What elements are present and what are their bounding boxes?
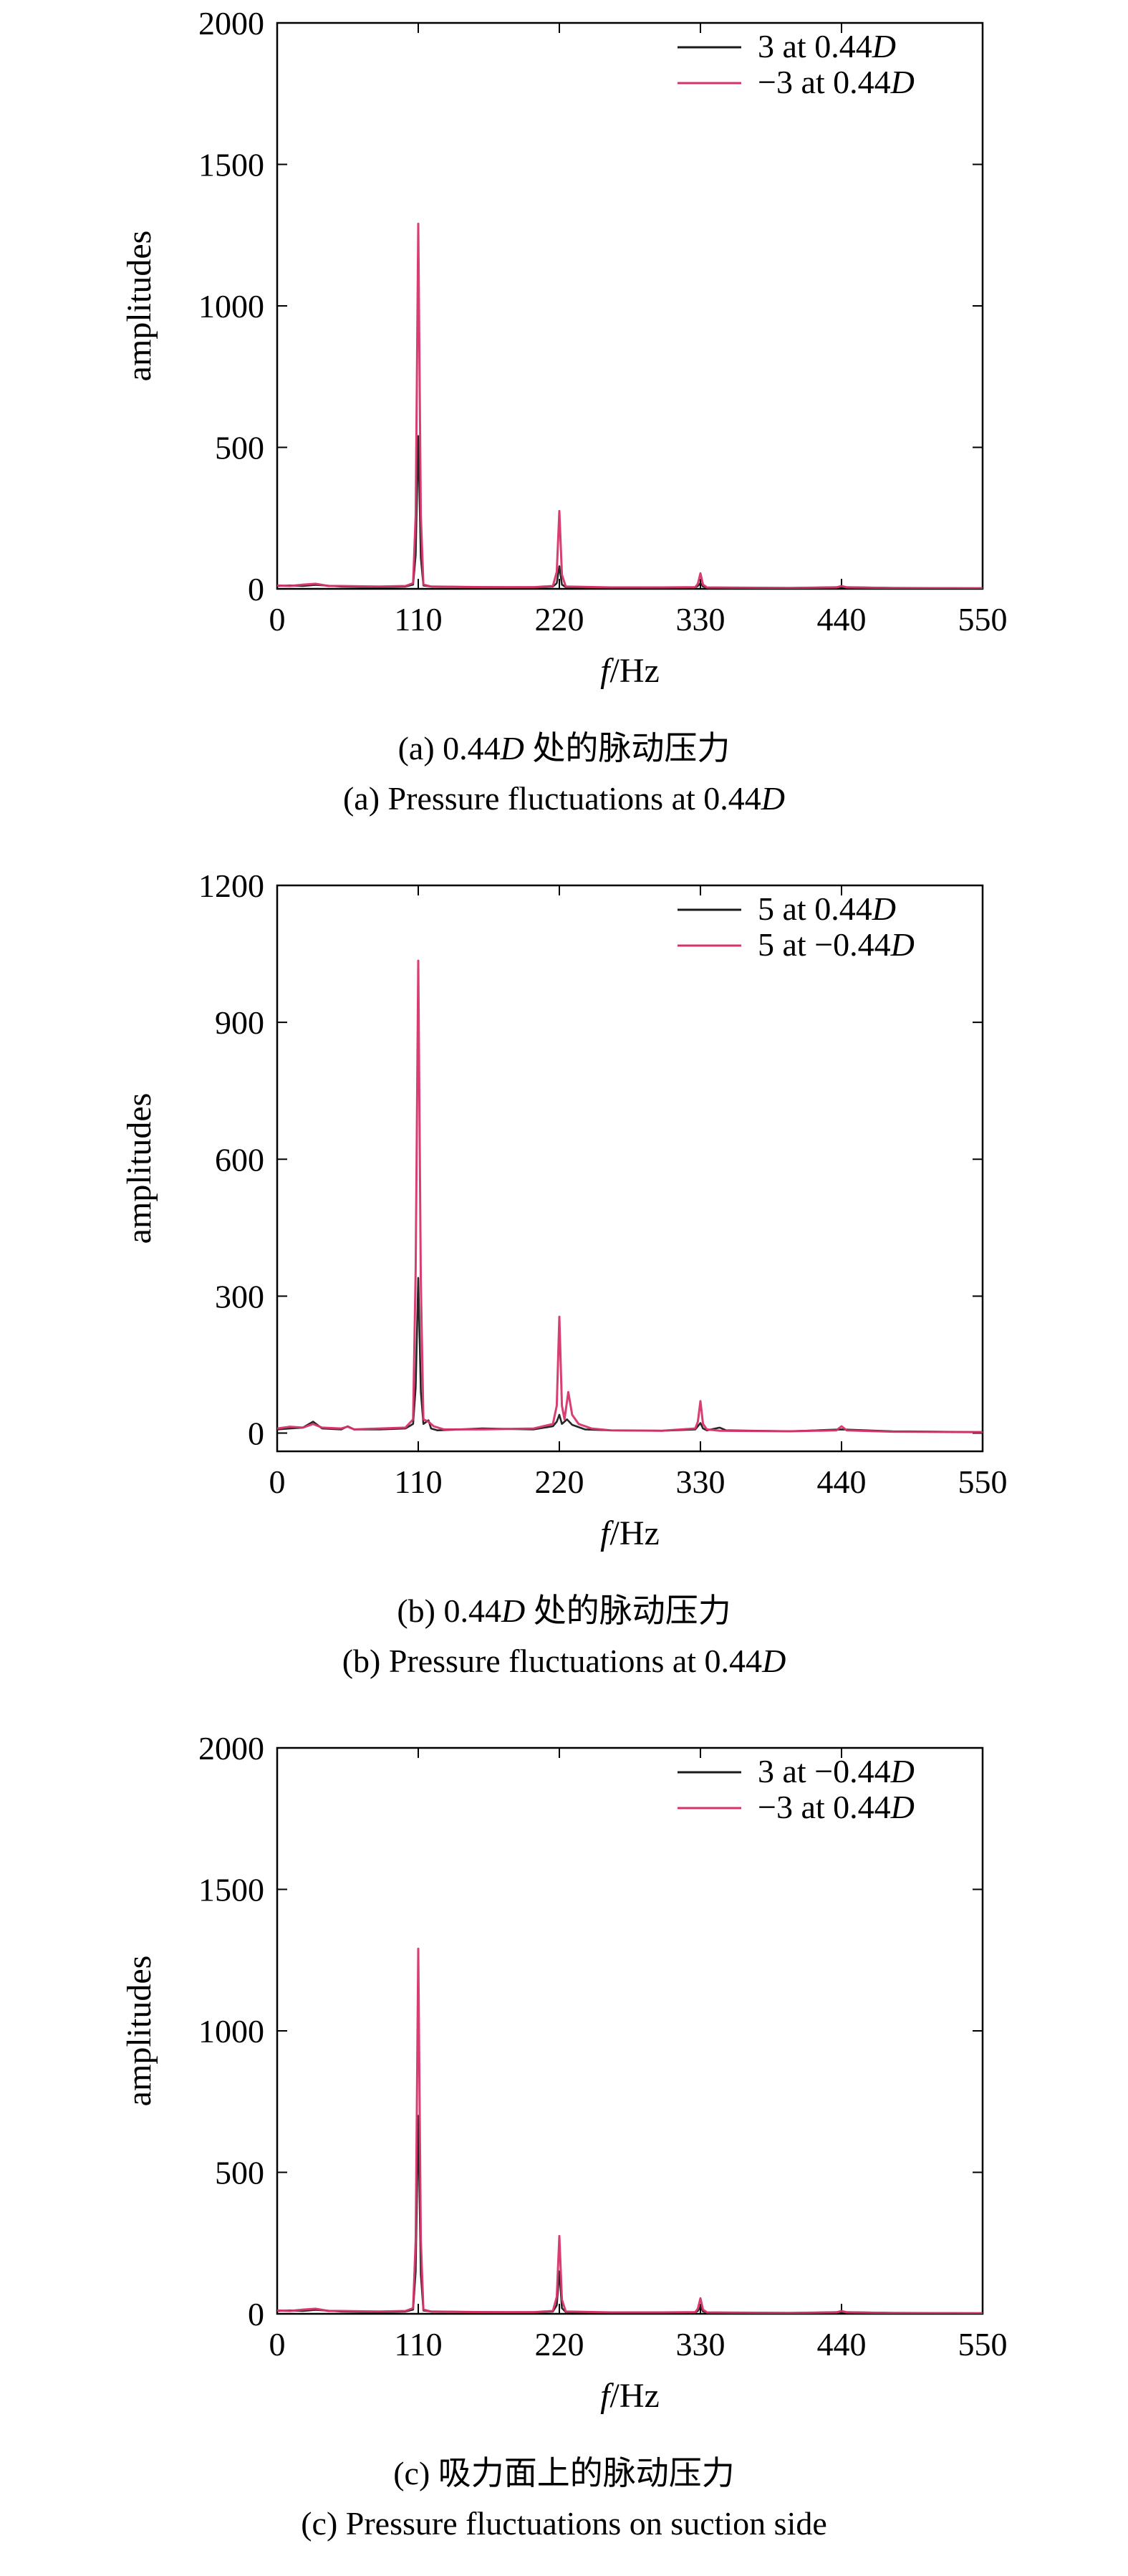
x-tick-label: 0 xyxy=(269,601,286,638)
y-tick-label: 600 xyxy=(215,1141,264,1178)
legend-label-1: −3 at 0.44D xyxy=(758,64,915,100)
y-tick-label: 0 xyxy=(248,2296,264,2332)
y-tick-label: 0 xyxy=(248,571,264,607)
x-tick-label: 0 xyxy=(269,1464,286,1500)
x-tick-label: 110 xyxy=(394,2326,442,2363)
legend-label-0: 3 at 0.44D xyxy=(758,28,896,64)
x-axis-label: f/Hz xyxy=(600,652,660,690)
chart-b: 0 110 220 330 440 550 0 300 600 900 1200 f/Hz amplit… xyxy=(120,868,1008,1552)
y-tick-label: 1500 xyxy=(198,147,264,183)
chart-a: 0 110 220 330 440 550 0 500 1000 1500 2000 f/Hz ampl… xyxy=(120,5,1008,690)
caption-cn-b: (b) 0.44D 处的脉动压力 xyxy=(397,1592,731,1629)
x-tick-label: 440 xyxy=(817,2326,867,2363)
x-tick-label: 220 xyxy=(535,2326,584,2363)
plot-frame xyxy=(276,884,984,1453)
caption-cn-a: (a) 0.44D 处的脉动压力 xyxy=(397,730,731,766)
caption-en-b: (b) Pressure fluctuations at 0.44D xyxy=(342,1643,786,1679)
plot-frame xyxy=(276,1746,984,2315)
y-tick-label: 500 xyxy=(215,2155,264,2191)
legend-label-0: 3 at −0.44D xyxy=(758,1753,915,1789)
y-axis-label: amplitudes xyxy=(120,1093,158,1244)
y-axis-label: amplitudes xyxy=(120,1956,158,2107)
x-tick-label: 330 xyxy=(676,601,726,638)
x-tick-label: 440 xyxy=(817,1464,867,1500)
chart-panel-a: 0 110 220 330 440 550 0 500 1000 1500 2000 f/Hz ampl… xyxy=(0,0,1128,851)
chart-c: 0 110 220 330 440 550 0 500 1000 1500 2000 f/Hz ampl… xyxy=(120,1730,1008,2415)
y-tick-label: 500 xyxy=(215,430,264,466)
caption-en-a: (a) Pressure fluctuations at 0.44D xyxy=(342,780,786,817)
series-line-0 xyxy=(277,1277,983,1433)
y-tick-label: 1000 xyxy=(198,288,264,325)
series-line-1 xyxy=(277,1947,983,2314)
x-tick-label: 550 xyxy=(958,1464,1008,1500)
x-tick-label: 440 xyxy=(817,601,867,638)
legend-label-0: 5 at 0.44D xyxy=(758,890,896,927)
x-axis-label: f/Hz xyxy=(600,1514,660,1552)
x-tick-label: 220 xyxy=(535,601,584,638)
y-tick-label: 0 xyxy=(248,1416,264,1452)
y-tick-label: 1200 xyxy=(198,868,264,904)
y-tick-label: 900 xyxy=(215,1004,264,1041)
y-tick-label: 1500 xyxy=(198,1872,264,1908)
series-line-1 xyxy=(277,222,983,589)
legend-label-1: −3 at 0.44D xyxy=(758,1789,915,1825)
caption-cn-c: (c) 吸力面上的脉动压力 xyxy=(393,2455,735,2491)
series-line-1 xyxy=(277,959,983,1433)
y-tick-label: 2000 xyxy=(198,5,264,42)
y-tick-label: 2000 xyxy=(198,1730,264,1767)
x-axis-label: f/Hz xyxy=(600,2377,660,2415)
caption-en-c: (c) Pressure fluctuations on suction sid… xyxy=(301,2505,827,2542)
x-tick-label: 330 xyxy=(676,2326,726,2363)
x-tick-label: 550 xyxy=(958,2326,1008,2363)
chart-panel-c: 0 110 220 330 440 550 0 500 1000 1500 2000 f/Hz ampl… xyxy=(0,1725,1128,2576)
chart-panel-b: 0 110 220 330 440 550 0 300 600 900 1200 f/Hz amplit… xyxy=(0,862,1128,1714)
x-tick-label: 220 xyxy=(535,1464,584,1500)
y-tick-label: 1000 xyxy=(198,2013,264,2049)
x-tick-label: 110 xyxy=(394,601,442,638)
series-line-0 xyxy=(277,435,983,589)
series-line-0 xyxy=(277,2115,983,2314)
x-tick-label: 550 xyxy=(958,601,1008,638)
x-tick-label: 110 xyxy=(394,1464,442,1500)
x-tick-label: 330 xyxy=(676,1464,726,1500)
y-axis-label: amplitudes xyxy=(120,231,158,382)
plot-frame xyxy=(276,21,984,590)
x-tick-label: 0 xyxy=(269,2326,286,2363)
legend-label-1: 5 at −0.44D xyxy=(758,926,915,963)
y-tick-label: 300 xyxy=(215,1278,264,1315)
